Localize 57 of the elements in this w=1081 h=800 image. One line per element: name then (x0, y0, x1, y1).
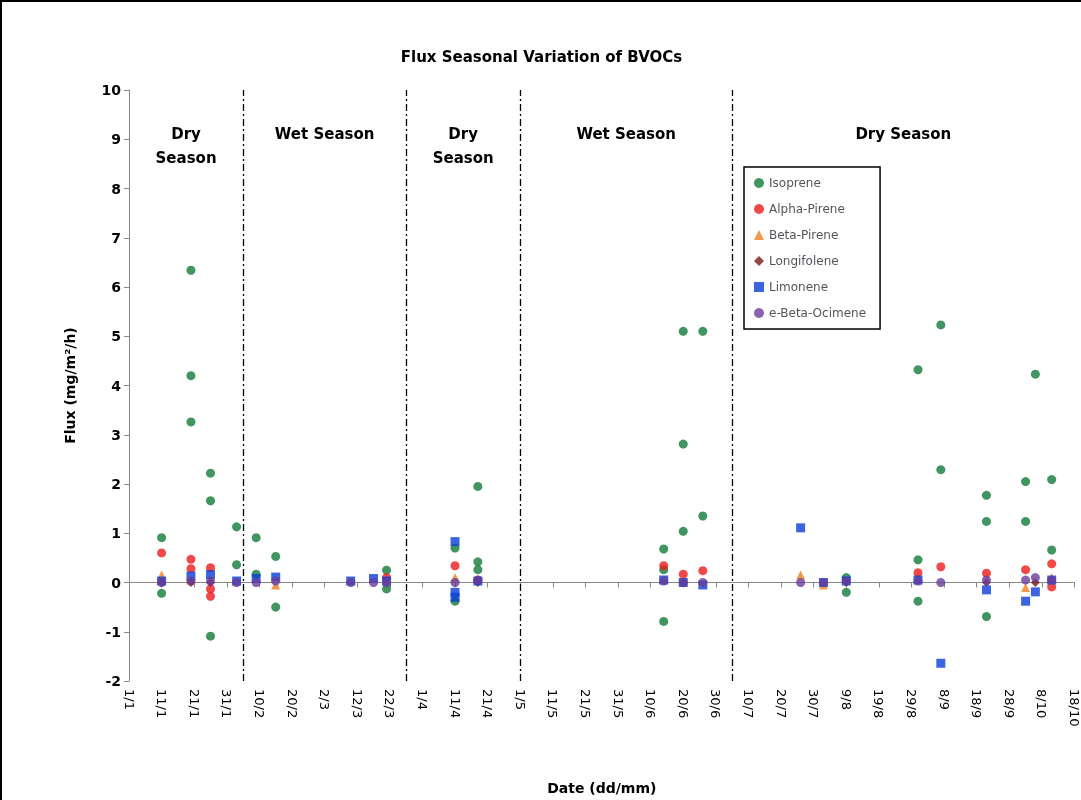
x-axis-title: Date (dd/mm) (547, 780, 657, 796)
x-tick-label: 8/10 (1034, 689, 1050, 719)
x-tick-label: 2/3 (317, 689, 333, 710)
y-tick-label: -2 (105, 673, 121, 689)
x-tick-label: 30/7 (806, 689, 822, 719)
x-tick-label: 11/4 (447, 689, 463, 719)
y-tick-label: 8 (111, 180, 121, 197)
annotation: Wet Season (576, 125, 676, 143)
y-tick-label: 1 (111, 525, 121, 542)
annotation: Dry Season (432, 125, 494, 167)
x-tick-label: 11/1 (154, 689, 170, 719)
x-tick-label: 1/1 (121, 689, 137, 710)
chart-title: Flux Seasonal Variation of BVOCs (400, 47, 683, 66)
x-tick-label: 10/7 (740, 689, 756, 719)
y-tick-label: 5 (111, 328, 121, 345)
x-tick-label: 18/9 (969, 689, 985, 719)
x-tick-label: 28/9 (1001, 689, 1017, 719)
legend-label: Isoprene (769, 176, 821, 190)
x-tick-label: 29/8 (903, 689, 919, 719)
y-tick-label: 6 (111, 279, 121, 295)
y-tick-label: 7 (111, 229, 121, 246)
legend-label: Longifolene (769, 254, 839, 268)
annotation: Dry Season (855, 125, 952, 143)
x-tick-label: 21/1 (186, 689, 202, 719)
y-tick-label: 3 (111, 426, 121, 443)
y-tick-label: 0 (111, 574, 122, 591)
x-tick-label: 31/5 (610, 689, 626, 719)
y-tick-label: 4 (111, 377, 122, 394)
x-tick-label: 18/10 (1067, 689, 1081, 727)
x-tick-label: 1/5 (512, 689, 528, 710)
x-tick-label: 9/8 (838, 689, 854, 710)
x-tick-label: 19/8 (871, 689, 887, 719)
legend-label: Alpha-Pirene (769, 202, 845, 216)
legend-label: e-Beta-Ocimene (769, 306, 867, 320)
x-tick-label: 21/5 (577, 689, 593, 719)
y-tick-label: 10 (101, 82, 122, 98)
annotation: Dry Season (155, 125, 217, 167)
legend-label: Beta-Pirene (769, 228, 839, 242)
annotation: Wet Season (274, 125, 375, 143)
y-tick-label: 2 (111, 476, 121, 492)
x-tick-label: 20/2 (284, 689, 300, 719)
x-tick-label: 20/6 (675, 689, 691, 719)
x-tick-label: 1/4 (414, 689, 430, 710)
x-tick-label: 11/5 (545, 689, 561, 719)
x-tick-label: 8/9 (936, 689, 952, 710)
x-tick-label: 10/2 (251, 689, 267, 719)
y-tick-label: 9 (111, 131, 121, 148)
y-axis-title: Flux (mg/m²/h) (62, 327, 78, 444)
x-tick-label: 20/7 (773, 689, 789, 719)
x-tick-label: 22/3 (382, 689, 398, 719)
legend-label: Limonene (769, 280, 829, 294)
x-tick-label: 30/6 (708, 689, 724, 719)
x-tick-label: 12/3 (349, 689, 365, 719)
y-tick-label: -1 (105, 623, 121, 640)
x-tick-label: 31/1 (219, 689, 235, 719)
x-tick-label: 10/6 (643, 689, 659, 719)
x-tick-label: 21/4 (480, 689, 496, 719)
